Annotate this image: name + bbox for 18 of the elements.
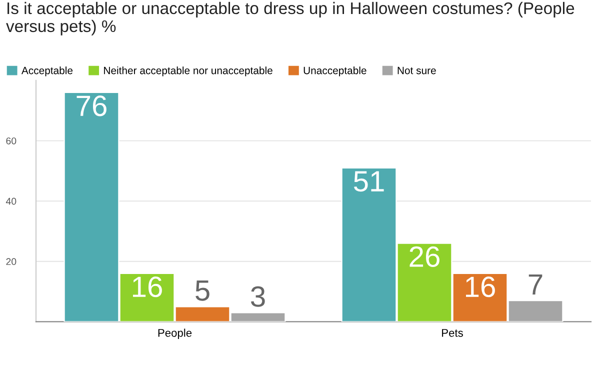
data-label: 51: [354, 171, 384, 192]
chart-title: Is it acceptable or unacceptable to dress up in Halloween costumes? (People versus pets) %: [6, 2, 574, 36]
data-label: 5: [196, 280, 210, 301]
x-tick-label: People: [158, 328, 192, 340]
data-label: 26: [410, 246, 440, 268]
y-tick-label: 60: [6, 137, 16, 144]
y-tick-label: 20: [6, 258, 16, 266]
data-label: 3: [251, 286, 265, 307]
data-label: 16: [133, 276, 162, 298]
legend-label: Acceptable: [21, 66, 73, 76]
legend-label: Neither acceptable nor unacceptable: [104, 66, 272, 76]
data-label: 16: [466, 276, 495, 298]
legend-label: Unacceptable: [304, 66, 366, 76]
x-tick-label: Pets: [442, 329, 463, 337]
data-label: 76: [76, 96, 106, 116]
data-label: 7: [528, 274, 542, 295]
y-tick-label: 40: [6, 198, 16, 205]
legend-label: Not sure: [398, 66, 436, 74]
